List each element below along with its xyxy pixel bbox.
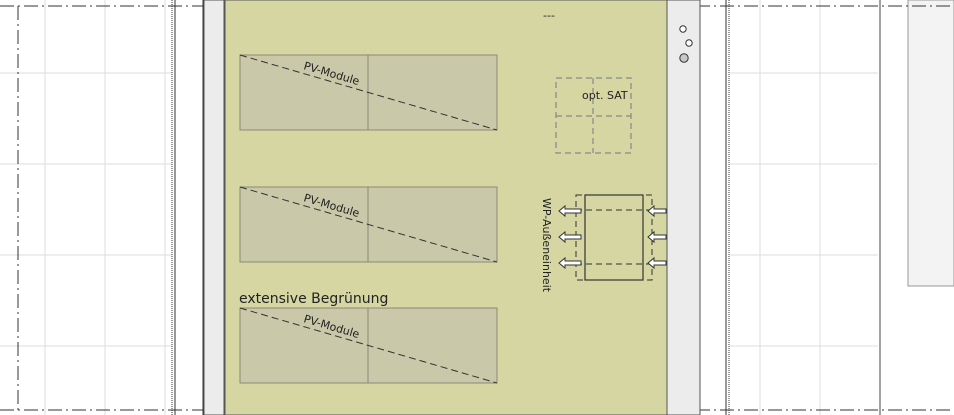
pv-array-2: PV-Module: [239, 186, 498, 263]
right-wall: [725, 0, 730, 415]
right-roof-edge-strip: [666, 0, 701, 415]
far-right-panel: [907, 0, 954, 287]
vent-icon: [679, 25, 687, 33]
vent-icon: [685, 39, 693, 47]
vent-icon: [679, 53, 689, 63]
top-marker: ---: [543, 9, 555, 22]
heat-pump-unit: [575, 194, 653, 281]
sat-dish-area: [555, 77, 632, 154]
pv-array-1: PV-Module: [239, 54, 498, 131]
pv-array-3: PV-Module: [239, 307, 498, 384]
right-adjacent-area: [730, 0, 878, 415]
greening-label: extensive Begrünung: [239, 291, 388, 307]
left-adjacent-area: [0, 0, 172, 415]
left-wall: [171, 0, 204, 415]
arrow-left-icon: [558, 204, 667, 270]
wp-label: WP-Außeneinheit: [540, 198, 553, 293]
sat-label: opt. SAT: [582, 89, 628, 102]
property-boundary-lines: [0, 5, 954, 411]
left-roof-edge-strip: [203, 0, 225, 415]
